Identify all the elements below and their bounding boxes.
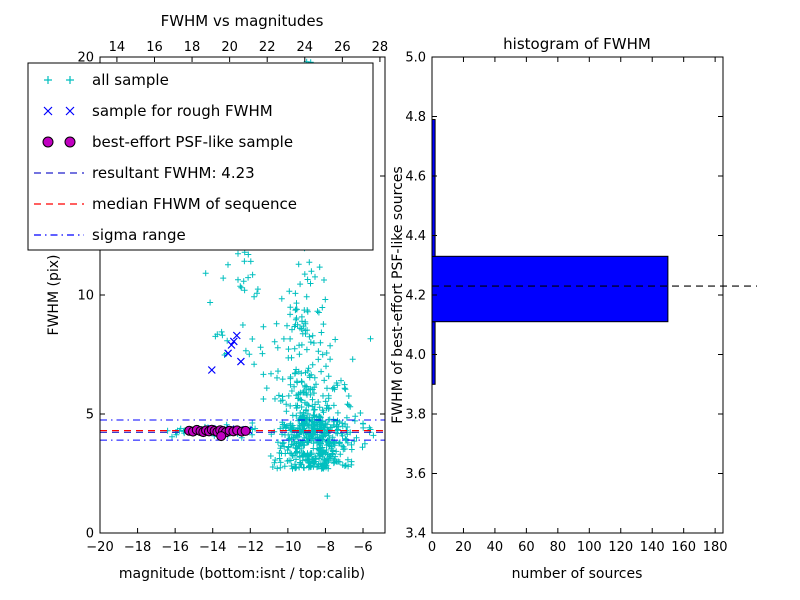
x-tick-label: 160	[671, 540, 696, 555]
y-tick-label: 3.4	[405, 527, 426, 542]
y-tick-label: 3.8	[405, 408, 426, 423]
x-tick-label-bottom: −10	[274, 540, 301, 555]
y-tick-label: 5	[86, 408, 94, 423]
y-tick-label: 20	[77, 51, 94, 66]
psf-sample-point	[240, 425, 251, 436]
right-xaxis-label: number of sources	[512, 566, 643, 582]
x-tick-label-top: 14	[109, 40, 126, 55]
right-yaxis-label: FWHM of best-effort PSF-like sources	[390, 166, 406, 423]
y-tick-label: 5.0	[405, 51, 426, 66]
circle-marker-icon	[42, 136, 54, 148]
x-tick-label-top: 18	[184, 40, 201, 55]
x-tick-label: 40	[487, 540, 504, 555]
x-tick-label-top: 22	[259, 40, 276, 55]
x-tick-label: 0	[428, 540, 436, 555]
y-tick-label: 3.6	[405, 467, 426, 482]
x-tick-label-top: 24	[297, 40, 314, 55]
x-tick-label-top: 20	[221, 40, 238, 55]
y-tick-label: 10	[77, 289, 94, 304]
x-tick-label-bottom: −18	[124, 540, 151, 555]
x-tick-label-top: 26	[334, 40, 351, 55]
x-tick-label-bottom: −16	[161, 540, 188, 555]
y-tick-label: 4.2	[405, 289, 426, 304]
legend-entry-5: sigma range	[34, 226, 186, 244]
x-tick-label-top: 16	[146, 40, 163, 55]
left-xaxis-label: magnitude (bottom:isnt / top:calib)	[119, 566, 365, 582]
x-tick-label-bottom: −20	[86, 540, 113, 555]
circle-marker-icon	[64, 136, 76, 148]
legend-label: best-effort PSF-like sample	[92, 133, 293, 151]
legend-entry-4: median FHWM of sequence	[34, 195, 297, 213]
x-tick-label: 20	[455, 540, 472, 555]
x-tick-label-bottom: −8	[316, 540, 335, 555]
x-tick-label: 140	[640, 540, 665, 555]
scatter-psf-like	[184, 424, 251, 442]
x-tick-label-bottom: −6	[353, 540, 372, 555]
x-tick-label-bottom: −12	[237, 540, 264, 555]
hist-bar-1	[431, 255, 669, 323]
legend-label: resultant FWHM: 4.23	[92, 164, 255, 182]
x-tick-label: 60	[518, 540, 535, 555]
y-tick-label: 4.4	[405, 229, 426, 244]
legend-entry-3: resultant FWHM: 4.23	[34, 164, 255, 182]
legend-entry-2: best-effort PSF-like sample	[42, 133, 293, 151]
y-tick-label: 4.0	[405, 348, 426, 363]
legend-entry-0: all sample	[44, 71, 169, 89]
left-yaxis-label: FWHM (pix)	[46, 255, 62, 336]
x-marker-icon	[43, 106, 75, 116]
y-tick-label: 4.8	[405, 110, 426, 125]
psf-sample-point	[216, 431, 227, 442]
x-tick-label-bottom: −14	[199, 540, 226, 555]
x-tick-label: 80	[550, 540, 567, 555]
x-tick-label: 120	[608, 540, 633, 555]
x-tick-label-top: 28	[372, 40, 389, 55]
legend-label: sample for rough FWHM	[92, 102, 273, 120]
y-tick-label: 4.6	[405, 170, 426, 185]
legend: all sample sample for rough FWHM best-effo…	[27, 62, 374, 251]
x-tick-label: 180	[703, 540, 728, 555]
right-subplot: 0 20 40 60 80 100 120 140 160 180 3.4 3.6 3.8 4.0 4.2 4…	[390, 35, 757, 582]
legend-label: sigma range	[92, 226, 186, 244]
legend-label: all sample	[92, 71, 169, 89]
plus-marker-icon	[44, 76, 74, 84]
x-tick-label: 100	[577, 540, 602, 555]
right-plot-title: histogram of FWHM	[503, 35, 651, 53]
left-plot-title: FWHM vs magnitudes	[161, 12, 324, 30]
legend-box	[27, 62, 374, 251]
y-tick-label: 0	[86, 527, 94, 542]
legend-label: median FHWM of sequence	[92, 195, 297, 213]
legend-entry-1: sample for rough FWHM	[43, 102, 273, 120]
